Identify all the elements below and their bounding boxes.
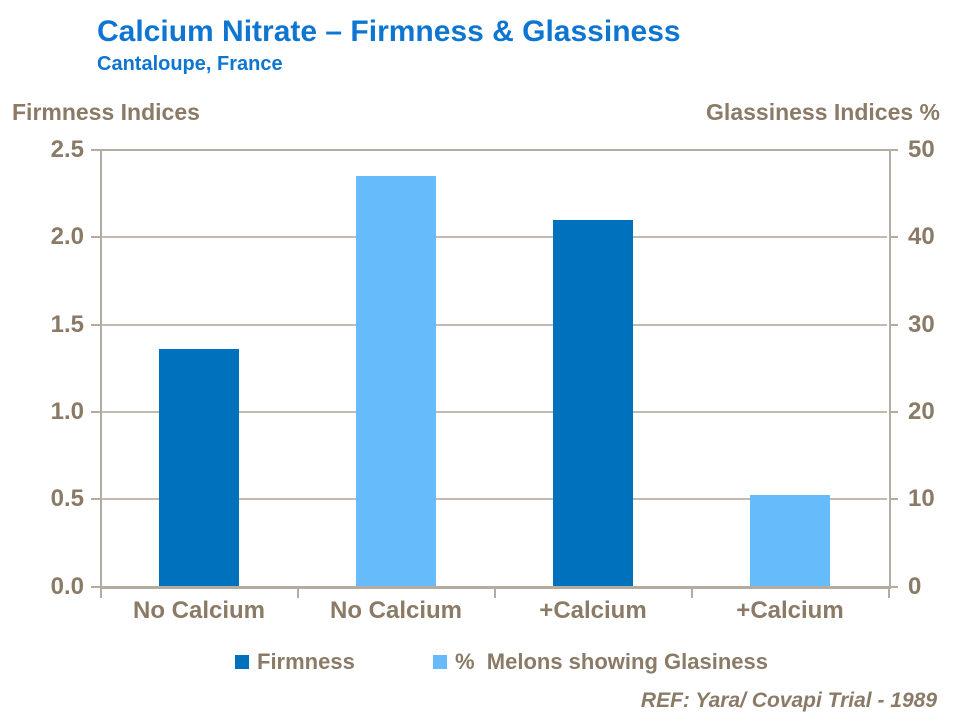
x-axis-category-label: +Calcium bbox=[539, 597, 647, 624]
legend-label: % Melons showing Glasiness bbox=[455, 649, 768, 674]
left-axis-tick-label: 1.5 bbox=[50, 310, 84, 338]
right-axis-tick-label: 10 bbox=[908, 485, 935, 513]
left-axis-tick bbox=[91, 410, 100, 413]
right-axis-tick bbox=[889, 149, 898, 151]
right-axis-tick bbox=[889, 323, 898, 326]
legend-swatch-icon bbox=[433, 655, 447, 669]
left-axis-tick bbox=[91, 323, 100, 326]
right-axis-tick bbox=[889, 410, 898, 413]
x-axis-category-label: No Calcium bbox=[329, 597, 463, 624]
left-axis-tick bbox=[91, 585, 100, 588]
right-axis-tick bbox=[889, 585, 898, 588]
left-axis-tick-label: 0.5 bbox=[50, 485, 84, 513]
gridline bbox=[102, 410, 887, 413]
reference-note: REF: Yara/ Covapi Trial - 1989 bbox=[640, 689, 937, 712]
gridline bbox=[102, 498, 887, 501]
left-axis-tick bbox=[91, 236, 100, 239]
legend-swatch-icon bbox=[235, 655, 249, 669]
x-axis-category-label: No Calcium bbox=[132, 597, 266, 624]
right-axis-tick-label: 0 bbox=[908, 572, 922, 600]
gridline bbox=[102, 323, 887, 326]
chart-subtitle: Cantaloupe, France bbox=[97, 53, 283, 75]
right-axis-tick-label: 30 bbox=[908, 310, 935, 338]
left-axis-tick bbox=[91, 498, 100, 501]
right-axis-tick bbox=[889, 498, 898, 501]
x-axis-tick bbox=[99, 589, 102, 598]
chart-title: Calcium Nitrate – Firmness & Glassiness bbox=[97, 15, 681, 48]
left-axis-tick-label: 1.0 bbox=[50, 397, 84, 425]
x-axis-tick bbox=[296, 589, 299, 598]
bar-firmness-no-calcium bbox=[159, 349, 239, 587]
bar-firmness--calcium bbox=[553, 219, 633, 587]
left-axis-tick-label: 2.0 bbox=[50, 223, 84, 251]
legend-item: % Melons showing Glasiness bbox=[433, 649, 768, 674]
left-axis-title: Firmness Indices bbox=[12, 99, 200, 125]
right-axis-tick bbox=[889, 236, 898, 239]
legend-label: Firmness bbox=[257, 649, 355, 674]
x-axis-category-label: +Calcium bbox=[736, 597, 844, 624]
bar--melons-showing-glasiness--calcium bbox=[750, 494, 830, 587]
right-axis-tick-label: 50 bbox=[908, 136, 935, 163]
x-axis-tick bbox=[690, 589, 693, 598]
legend-item: Firmness bbox=[235, 649, 355, 674]
left-axis-tick-label: 0.0 bbox=[50, 572, 84, 600]
bar--melons-showing-glasiness-no-calcium bbox=[356, 176, 436, 587]
right-axis-tick-label: 20 bbox=[908, 397, 935, 425]
gridline bbox=[102, 236, 887, 239]
x-axis-tick bbox=[493, 589, 496, 598]
right-axis-tick-label: 40 bbox=[908, 223, 935, 251]
right-axis-title: Glassiness Indices % bbox=[706, 99, 940, 125]
x-axis-tick bbox=[887, 589, 890, 598]
left-axis-tick bbox=[91, 149, 100, 151]
left-axis-tick-label: 2.5 bbox=[50, 136, 84, 163]
